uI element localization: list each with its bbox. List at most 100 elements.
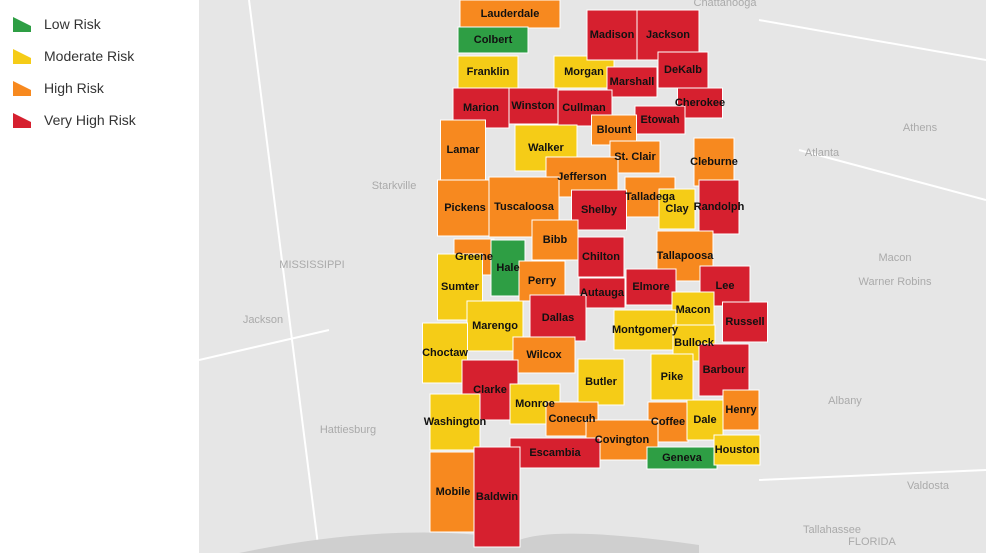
basemap-label: FLORIDA [848,536,896,548]
county-label: Greene [455,251,493,263]
county[interactable] [422,322,468,384]
county[interactable] [657,51,709,89]
county-label: Tuscaloosa [494,201,555,213]
county[interactable] [693,137,735,187]
legend-swatch [13,81,31,96]
county-label: Hale [496,262,519,274]
county[interactable] [429,393,481,451]
county-label: Jackson [646,29,690,41]
legend-item[interactable]: Very High Risk [12,110,136,130]
basemap-label: Macon [878,252,911,264]
county-label: Chilton [582,251,620,263]
legend-label: Very High Risk [44,112,136,128]
county[interactable] [578,277,626,309]
basemap-label: Warner Robins [859,276,932,288]
county-label: St. Clair [614,151,656,163]
county-label: Lamar [446,144,480,156]
basemap-label: Chattanooga [694,0,758,9]
county-label: Cullman [562,102,606,114]
county-label: Henry [725,404,757,416]
legend-item[interactable]: High Risk [12,78,104,98]
county[interactable] [531,219,579,261]
county[interactable] [613,309,677,351]
county-label: Coffee [651,416,685,428]
county-label: Pike [661,371,684,383]
county[interactable] [518,260,566,302]
legend: Low Risk Moderate Risk High Risk Very High … [0,0,199,553]
legend-swatch [13,17,31,32]
gulf [239,532,699,553]
county-label: Mobile [436,486,471,498]
county[interactable] [577,358,625,406]
county-label: Jefferson [557,171,607,183]
county-label: Bullock [674,337,715,349]
county[interactable] [686,399,724,441]
county[interactable] [698,179,740,235]
county[interactable] [658,188,696,230]
county[interactable] [586,9,638,61]
county-label: Escambia [529,447,581,459]
basemap-label: Hattiesburg [320,424,376,436]
swatch-shape [13,81,31,96]
county[interactable] [553,55,615,89]
county-label: Macon [676,304,711,316]
county[interactable] [625,268,677,306]
county[interactable] [507,87,559,125]
county[interactable] [429,451,477,533]
swatch-shape [13,49,31,64]
county[interactable] [571,189,627,231]
county-label: Marshall [610,76,655,88]
county-label: Bibb [543,234,568,246]
county[interactable] [577,236,625,278]
county-label: Conecuh [548,413,595,425]
legend-item[interactable]: Moderate Risk [12,46,134,66]
swatch-shape [13,113,31,128]
county-label: Butler [585,376,618,388]
county[interactable] [473,446,521,548]
county-label: Wilcox [526,349,562,361]
county[interactable] [529,294,587,342]
county[interactable] [512,336,576,374]
county-label: Morgan [564,66,604,78]
map[interactable]: Chattanooga Athens Atlanta Starkville MISSIS… [199,0,986,553]
county[interactable] [722,389,760,431]
county-label: Geneva [662,452,703,464]
county-label: Marengo [472,320,518,332]
county[interactable] [698,343,750,397]
basemap-label: Athens [903,122,938,134]
county-label: Covington [595,434,650,446]
county-label: Houston [715,444,760,456]
county[interactable] [591,114,637,146]
county[interactable] [650,353,694,401]
county[interactable] [713,434,761,466]
county[interactable] [437,179,493,237]
county-label: Baldwin [476,491,518,503]
county-label: Perry [528,275,557,287]
county[interactable] [457,55,519,89]
legend-item[interactable]: Low Risk [12,14,101,34]
county[interactable] [634,105,686,135]
county-label: Shelby [581,204,618,216]
legend-label: Moderate Risk [44,48,135,64]
roads [199,0,986,553]
county[interactable] [440,119,486,181]
legend-label: High Risk [44,80,104,96]
county-label: Dallas [542,312,574,324]
county-label: Clay [665,203,689,215]
basemap-label: Starkville [372,180,417,192]
legend-label: Low Risk [44,16,101,32]
county-label: Randolph [694,201,745,213]
county[interactable] [457,26,529,54]
county-label: Montgomery [612,324,679,336]
county-label: Pickens [444,202,486,214]
county[interactable] [722,301,768,343]
county-label: Cherokee [675,97,725,109]
county-label: Marion [463,102,499,114]
swatch-shape [13,17,31,32]
county-label: Dale [693,414,716,426]
county-label: Cleburne [690,156,738,168]
county[interactable] [606,66,658,98]
county-label: Autauga [580,287,625,299]
county[interactable] [677,87,723,119]
